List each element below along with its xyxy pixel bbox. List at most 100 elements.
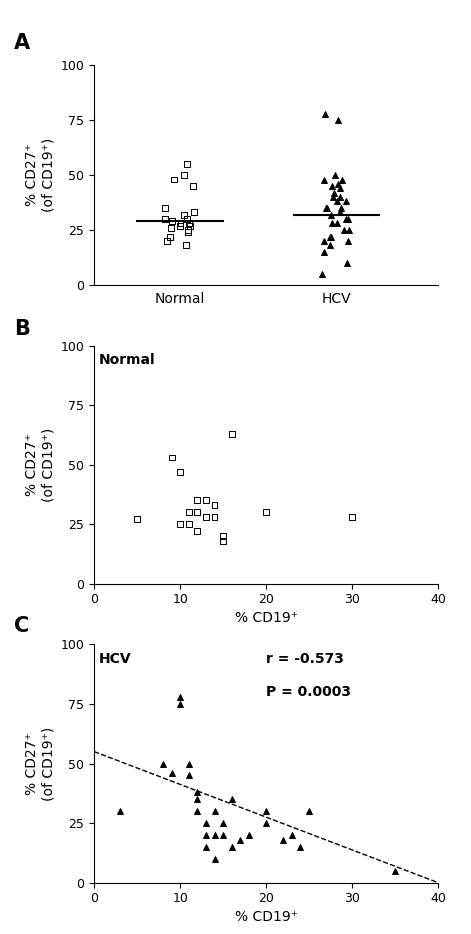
- Point: [194, 493, 201, 508]
- Point: [219, 529, 227, 544]
- Point: [202, 510, 210, 525]
- Point: [331, 185, 338, 200]
- Point: [194, 785, 201, 800]
- Point: [323, 201, 331, 216]
- Point: [219, 828, 227, 842]
- Point: [211, 852, 219, 867]
- Point: [180, 207, 188, 222]
- Text: A: A: [14, 33, 30, 52]
- Point: [162, 211, 169, 226]
- Point: [320, 172, 327, 187]
- Text: B: B: [14, 319, 30, 339]
- Text: r = -0.573: r = -0.573: [266, 652, 344, 666]
- Point: [167, 220, 174, 235]
- Point: [280, 832, 287, 847]
- Point: [348, 510, 356, 525]
- Point: [185, 504, 193, 519]
- Point: [168, 766, 175, 781]
- Point: [343, 194, 350, 209]
- Point: [322, 106, 329, 121]
- Point: [133, 512, 141, 527]
- Point: [318, 266, 326, 281]
- Point: [159, 757, 167, 771]
- Text: Normal: Normal: [98, 353, 155, 367]
- Y-axis label: % CD27⁺
(of CD19⁺): % CD27⁺ (of CD19⁺): [25, 727, 55, 800]
- Point: [288, 828, 296, 842]
- Point: [345, 222, 353, 237]
- Point: [163, 234, 171, 248]
- Point: [185, 216, 193, 231]
- Point: [245, 828, 252, 842]
- Point: [322, 201, 330, 216]
- Point: [185, 225, 192, 240]
- Point: [185, 517, 193, 531]
- Point: [116, 803, 124, 818]
- Point: [211, 498, 219, 513]
- Point: [336, 205, 343, 219]
- Point: [333, 216, 341, 231]
- Point: [327, 229, 334, 244]
- Point: [202, 840, 210, 855]
- Point: [180, 168, 187, 183]
- Point: [166, 229, 174, 244]
- Point: [211, 828, 219, 842]
- Point: [183, 211, 191, 226]
- Point: [182, 238, 190, 253]
- Point: [194, 504, 201, 519]
- Point: [177, 697, 184, 712]
- Point: [194, 524, 201, 539]
- Point: [297, 840, 304, 855]
- Point: [344, 211, 351, 226]
- Point: [177, 689, 184, 704]
- Point: [228, 840, 236, 855]
- Point: [333, 194, 341, 209]
- Point: [262, 803, 270, 818]
- Point: [228, 792, 236, 807]
- Point: [191, 205, 198, 219]
- Text: HCV: HCV: [98, 652, 131, 666]
- Point: [219, 533, 227, 548]
- Point: [185, 768, 193, 783]
- Point: [329, 190, 337, 205]
- Point: [337, 181, 344, 196]
- Point: [202, 828, 210, 842]
- Point: [341, 222, 348, 237]
- Point: [177, 464, 184, 479]
- Point: [202, 493, 210, 508]
- Point: [168, 214, 175, 229]
- X-axis label: % CD19⁺: % CD19⁺: [235, 611, 298, 625]
- Point: [338, 172, 346, 187]
- Text: P = 0.0003: P = 0.0003: [266, 685, 351, 699]
- Y-axis label: % CD27⁺
(of CD19⁺): % CD27⁺ (of CD19⁺): [25, 428, 55, 502]
- Point: [194, 803, 201, 818]
- Point: [326, 229, 334, 244]
- Point: [326, 238, 334, 253]
- Point: [343, 255, 350, 271]
- Point: [228, 426, 236, 441]
- Point: [262, 504, 270, 519]
- Point: [189, 178, 197, 193]
- Point: [334, 177, 341, 191]
- Point: [176, 219, 184, 234]
- Point: [320, 234, 327, 248]
- Point: [337, 201, 345, 216]
- Point: [329, 178, 336, 193]
- Y-axis label: % CD27⁺
(of CD19⁺): % CD27⁺ (of CD19⁺): [25, 138, 55, 212]
- X-axis label: % CD19⁺: % CD19⁺: [235, 910, 298, 924]
- Point: [211, 510, 219, 525]
- Point: [391, 863, 399, 878]
- Point: [342, 211, 350, 226]
- Point: [334, 113, 341, 128]
- Text: C: C: [14, 616, 29, 636]
- Point: [184, 222, 192, 237]
- Point: [331, 168, 338, 183]
- Point: [185, 757, 193, 771]
- Point: [177, 517, 184, 531]
- Point: [327, 207, 335, 222]
- Point: [194, 792, 201, 807]
- Point: [328, 216, 335, 231]
- Point: [161, 201, 169, 216]
- Point: [170, 172, 178, 187]
- Point: [168, 450, 175, 465]
- Point: [211, 803, 219, 818]
